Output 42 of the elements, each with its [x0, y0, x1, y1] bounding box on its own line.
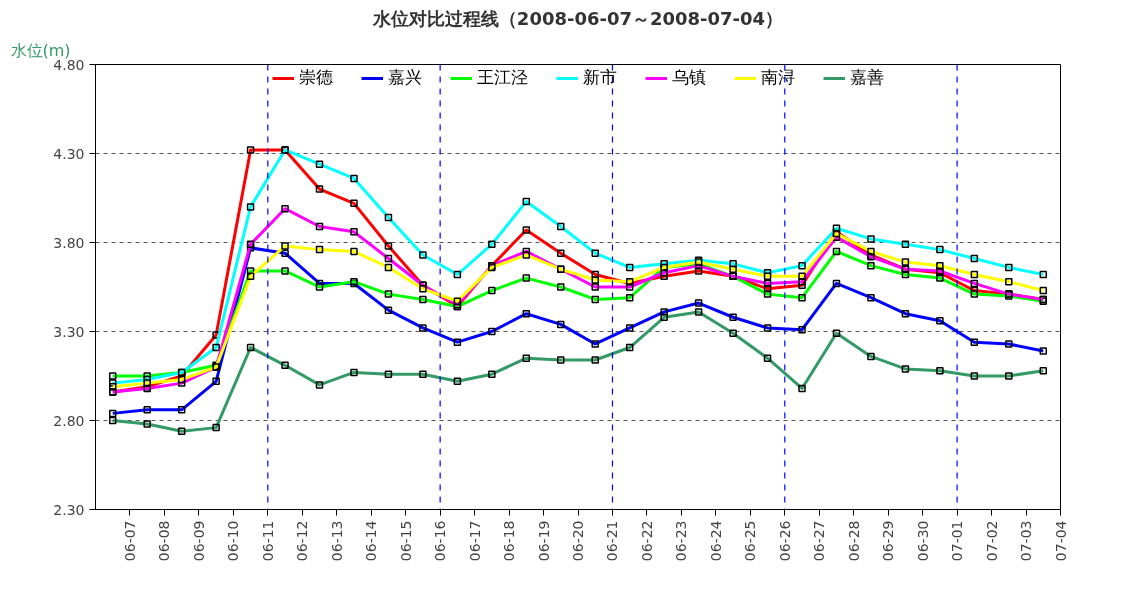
y-tick-label: 3.80 [53, 234, 85, 251]
y-tick-label: 2.80 [53, 412, 85, 429]
x-tick-label: 06-24 [707, 520, 724, 562]
chart-title: 水位对比过程线（2008-06-07～2008-07-04） [371, 7, 784, 29]
x-tick-label: 07-01 [949, 520, 966, 562]
x-tick-label: 06-13 [328, 520, 345, 562]
x-tick-label: 06-19 [535, 520, 552, 562]
legend-label: 嘉善 [849, 66, 884, 89]
x-tick-label: 07-03 [1018, 520, 1035, 562]
legend-label: 南浔 [760, 66, 795, 89]
x-tick-label: 06-22 [638, 520, 655, 562]
x-tick-label: 06-14 [363, 520, 380, 562]
legend-label: 新市 [582, 66, 617, 89]
legend-label: 乌镇 [671, 66, 706, 89]
y-tick-label: 2.30 [53, 501, 85, 518]
x-tick-label: 06-29 [880, 520, 897, 562]
legend-label: 崇德 [298, 66, 333, 89]
y-tick-label: 3.30 [53, 323, 85, 340]
x-tick-label: 07-04 [1052, 520, 1069, 562]
y-tick-label: 4.30 [53, 145, 85, 162]
x-tick-label: 06-23 [673, 520, 690, 562]
x-tick-label: 06-21 [604, 520, 621, 562]
x-tick-label: 06-11 [259, 520, 276, 562]
x-tick-label: 06-30 [914, 520, 931, 562]
x-tick-label: 06-07 [121, 520, 138, 562]
x-tick-label: 06-25 [742, 520, 759, 562]
x-tick-label: 06-26 [776, 520, 793, 562]
x-tick-label: 06-28 [845, 520, 862, 562]
x-tick-label: 06-16 [432, 520, 449, 562]
x-tick-label: 06-10 [225, 520, 242, 562]
y-axis-title: 水位(m) [10, 40, 71, 60]
x-tick-label: 06-15 [397, 520, 414, 562]
x-tick-label: 06-20 [570, 520, 586, 562]
x-tick-label: 06-08 [156, 520, 173, 562]
x-tick-label: 06-27 [811, 520, 828, 562]
x-tick-label: 06-18 [501, 520, 518, 562]
x-tick-label: 07-02 [983, 520, 1000, 562]
x-tick-label: 06-17 [466, 520, 483, 562]
legend-label: 嘉兴 [387, 66, 422, 89]
x-tick-label: 06-09 [190, 520, 207, 562]
legend-label: 王江泾 [476, 66, 528, 89]
x-tick-label: 06-12 [294, 520, 311, 562]
